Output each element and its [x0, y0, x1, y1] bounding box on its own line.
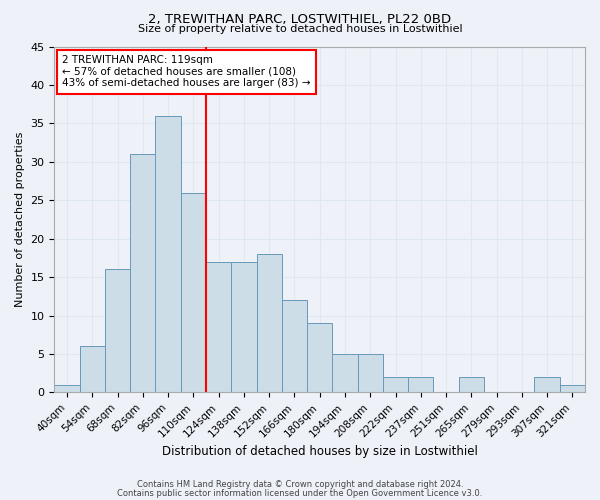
- Bar: [206, 262, 231, 392]
- Bar: [257, 254, 282, 392]
- Bar: [181, 192, 206, 392]
- Bar: [458, 377, 484, 392]
- Text: Contains HM Land Registry data © Crown copyright and database right 2024.: Contains HM Land Registry data © Crown c…: [137, 480, 463, 489]
- Bar: [231, 262, 257, 392]
- Bar: [105, 270, 130, 392]
- Text: Size of property relative to detached houses in Lostwithiel: Size of property relative to detached ho…: [137, 24, 463, 34]
- Bar: [358, 354, 383, 393]
- Bar: [130, 154, 155, 392]
- Text: 2 TREWITHAN PARC: 119sqm
← 57% of detached houses are smaller (108)
43% of semi-: 2 TREWITHAN PARC: 119sqm ← 57% of detach…: [62, 55, 311, 88]
- Text: Contains public sector information licensed under the Open Government Licence v3: Contains public sector information licen…: [118, 489, 482, 498]
- Text: 2, TREWITHAN PARC, LOSTWITHIEL, PL22 0BD: 2, TREWITHAN PARC, LOSTWITHIEL, PL22 0BD: [148, 12, 452, 26]
- Y-axis label: Number of detached properties: Number of detached properties: [15, 132, 25, 307]
- Bar: [383, 377, 408, 392]
- X-axis label: Distribution of detached houses by size in Lostwithiel: Distribution of detached houses by size …: [162, 444, 478, 458]
- Bar: [282, 300, 307, 392]
- Bar: [560, 384, 585, 392]
- Bar: [307, 323, 332, 392]
- Bar: [80, 346, 105, 393]
- Bar: [408, 377, 433, 392]
- Bar: [55, 384, 80, 392]
- Bar: [332, 354, 358, 393]
- Bar: [155, 116, 181, 392]
- Bar: [535, 377, 560, 392]
